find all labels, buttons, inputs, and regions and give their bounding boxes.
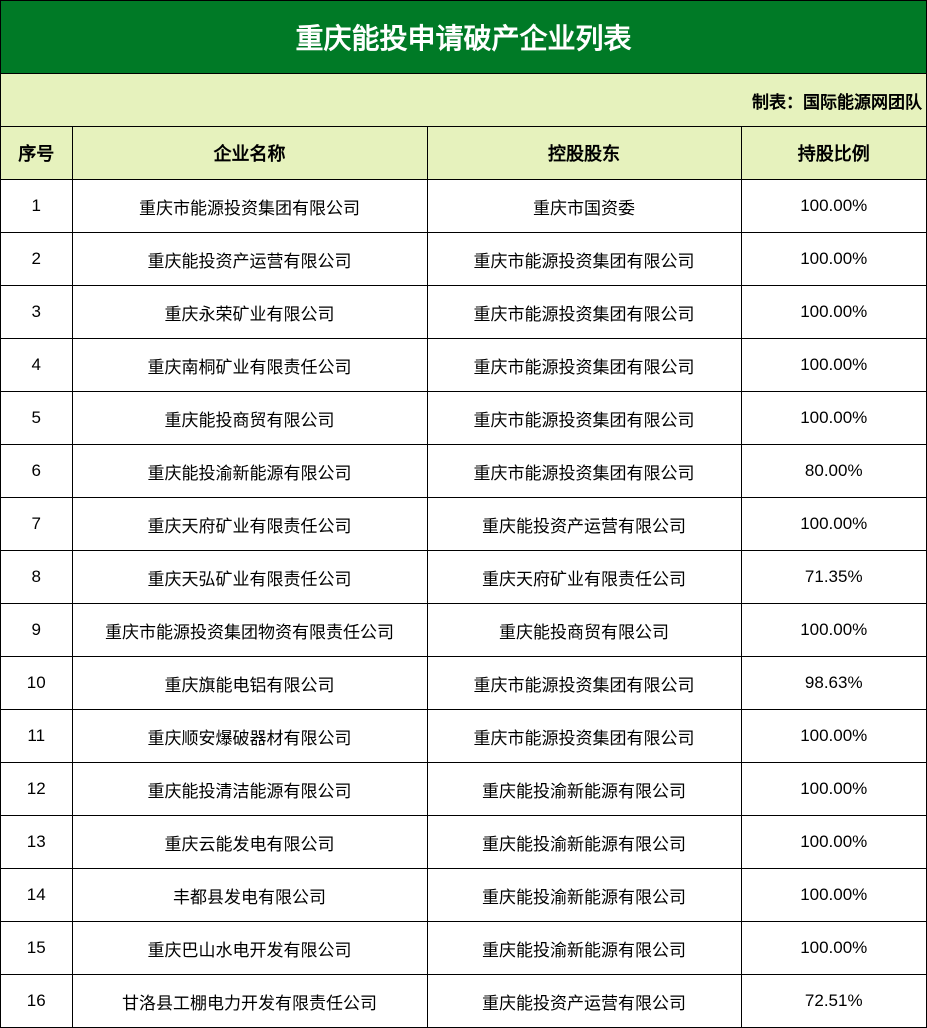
cell-shareholding-ratio: 100.00% xyxy=(740,232,926,286)
cell-index: 14 xyxy=(1,868,73,922)
table-row: 15 重庆巴山水电开发有限公司 重庆能投渝新能源有限公司 100.00% xyxy=(1,921,926,975)
header-index: 序号 xyxy=(1,127,73,180)
cell-controlling-shareholder: 重庆能投渝新能源有限公司 xyxy=(426,762,742,816)
cell-company-name: 重庆能投资产运营有限公司 xyxy=(71,232,428,286)
cell-controlling-shareholder: 重庆能投渝新能源有限公司 xyxy=(426,868,742,922)
cell-company-name: 重庆南桐矿业有限责任公司 xyxy=(71,338,428,392)
table-row: 6 重庆能投渝新能源有限公司 重庆市能源投资集团有限公司 80.00% xyxy=(1,444,926,498)
table-row: 14 丰都县发电有限公司 重庆能投渝新能源有限公司 100.00% xyxy=(1,868,926,922)
cell-controlling-shareholder: 重庆市能源投资集团有限公司 xyxy=(426,444,742,498)
cell-index: 8 xyxy=(1,550,73,604)
table-row: 2 重庆能投资产运营有限公司 重庆市能源投资集团有限公司 100.00% xyxy=(1,232,926,286)
cell-controlling-shareholder: 重庆市能源投资集团有限公司 xyxy=(426,656,742,710)
cell-shareholding-ratio: 72.51% xyxy=(740,974,926,1028)
cell-shareholding-ratio: 100.00% xyxy=(740,868,926,922)
table-row: 5 重庆能投商贸有限公司 重庆市能源投资集团有限公司 100.00% xyxy=(1,391,926,445)
cell-shareholding-ratio: 100.00% xyxy=(740,497,926,551)
cell-company-name: 甘洛县工棚电力开发有限责任公司 xyxy=(71,974,428,1028)
cell-shareholding-ratio: 100.00% xyxy=(740,338,926,392)
table-row: 13 重庆云能发电有限公司 重庆能投渝新能源有限公司 100.00% xyxy=(1,815,926,869)
cell-shareholding-ratio: 100.00% xyxy=(740,179,926,233)
cell-shareholding-ratio: 100.00% xyxy=(740,921,926,975)
cell-index: 1 xyxy=(1,179,73,233)
cell-index: 10 xyxy=(1,656,73,710)
cell-controlling-shareholder: 重庆能投资产运营有限公司 xyxy=(426,974,742,1028)
cell-index: 3 xyxy=(1,285,73,339)
cell-shareholding-ratio: 100.00% xyxy=(740,603,926,657)
cell-index: 13 xyxy=(1,815,73,869)
cell-company-name: 重庆顺安爆破器材有限公司 xyxy=(71,709,428,763)
cell-shareholding-ratio: 71.35% xyxy=(740,550,926,604)
cell-index: 2 xyxy=(1,232,73,286)
cell-index: 11 xyxy=(1,709,73,763)
cell-controlling-shareholder: 重庆能投渝新能源有限公司 xyxy=(426,921,742,975)
cell-shareholding-ratio: 100.00% xyxy=(740,815,926,869)
table-row: 16 甘洛县工棚电力开发有限责任公司 重庆能投资产运营有限公司 72.51% xyxy=(1,974,926,1028)
cell-controlling-shareholder: 重庆市能源投资集团有限公司 xyxy=(426,285,742,339)
table-row: 11 重庆顺安爆破器材有限公司 重庆市能源投资集团有限公司 100.00% xyxy=(1,709,926,763)
cell-shareholding-ratio: 98.63% xyxy=(740,656,926,710)
table-title: 重庆能投申请破产企业列表 xyxy=(1,1,926,74)
header-controlling-shareholder: 控股股东 xyxy=(426,127,742,180)
cell-controlling-shareholder: 重庆市能源投资集团有限公司 xyxy=(426,338,742,392)
cell-controlling-shareholder: 重庆能投资产运营有限公司 xyxy=(426,497,742,551)
cell-company-name: 重庆能投商贸有限公司 xyxy=(71,391,428,445)
table-row: 7 重庆天府矿业有限责任公司 重庆能投资产运营有限公司 100.00% xyxy=(1,497,926,551)
cell-shareholding-ratio: 100.00% xyxy=(740,762,926,816)
cell-company-name: 重庆云能发电有限公司 xyxy=(71,815,428,869)
table-row: 4 重庆南桐矿业有限责任公司 重庆市能源投资集团有限公司 100.00% xyxy=(1,338,926,392)
table-row: 10 重庆旗能电铝有限公司 重庆市能源投资集团有限公司 98.63% xyxy=(1,656,926,710)
cell-index: 9 xyxy=(1,603,73,657)
cell-company-name: 重庆永荣矿业有限公司 xyxy=(71,285,428,339)
table-row: 8 重庆天弘矿业有限责任公司 重庆天府矿业有限责任公司 71.35% xyxy=(1,550,926,604)
cell-shareholding-ratio: 100.00% xyxy=(740,709,926,763)
cell-shareholding-ratio: 80.00% xyxy=(740,444,926,498)
cell-controlling-shareholder: 重庆能投商贸有限公司 xyxy=(426,603,742,657)
cell-shareholding-ratio: 100.00% xyxy=(740,285,926,339)
table-maker-credit: 制表：国际能源网团队 xyxy=(1,74,926,127)
cell-index: 16 xyxy=(1,974,73,1028)
cell-index: 6 xyxy=(1,444,73,498)
table-row: 3 重庆永荣矿业有限公司 重庆市能源投资集团有限公司 100.00% xyxy=(1,285,926,339)
cell-company-name: 重庆旗能电铝有限公司 xyxy=(71,656,428,710)
cell-controlling-shareholder: 重庆市能源投资集团有限公司 xyxy=(426,232,742,286)
header-company-name: 企业名称 xyxy=(71,127,428,180)
cell-shareholding-ratio: 100.00% xyxy=(740,391,926,445)
cell-controlling-shareholder: 重庆市国资委 xyxy=(426,179,742,233)
cell-controlling-shareholder: 重庆市能源投资集团有限公司 xyxy=(426,709,742,763)
header-shareholding-ratio: 持股比例 xyxy=(740,127,926,180)
table-row: 1 重庆市能源投资集团有限公司 重庆市国资委 100.00% xyxy=(1,179,926,233)
cell-controlling-shareholder: 重庆天府矿业有限责任公司 xyxy=(426,550,742,604)
cell-company-name: 重庆天弘矿业有限责任公司 xyxy=(71,550,428,604)
cell-company-name: 重庆能投渝新能源有限公司 xyxy=(71,444,428,498)
cell-company-name: 丰都县发电有限公司 xyxy=(71,868,428,922)
table-row: 9 重庆市能源投资集团物资有限责任公司 重庆能投商贸有限公司 100.00% xyxy=(1,603,926,657)
cell-company-name: 重庆天府矿业有限责任公司 xyxy=(71,497,428,551)
cell-index: 12 xyxy=(1,762,73,816)
cell-index: 4 xyxy=(1,338,73,392)
cell-company-name: 重庆市能源投资集团有限公司 xyxy=(71,179,428,233)
cell-company-name: 重庆巴山水电开发有限公司 xyxy=(71,921,428,975)
cell-company-name: 重庆能投清洁能源有限公司 xyxy=(71,762,428,816)
cell-index: 15 xyxy=(1,921,73,975)
cell-controlling-shareholder: 重庆市能源投资集团有限公司 xyxy=(426,391,742,445)
header-row: 序号 企业名称 控股股东 持股比例 xyxy=(1,127,926,180)
cell-index: 7 xyxy=(1,497,73,551)
cell-company-name: 重庆市能源投资集团物资有限责任公司 xyxy=(71,603,428,657)
cell-controlling-shareholder: 重庆能投渝新能源有限公司 xyxy=(426,815,742,869)
company-table: 序号 企业名称 控股股东 持股比例 1 重庆市能源投资集团有限公司 重庆市国资委 10… xyxy=(1,127,926,1028)
cell-index: 5 xyxy=(1,391,73,445)
table-row: 12 重庆能投清洁能源有限公司 重庆能投渝新能源有限公司 100.00% xyxy=(1,762,926,816)
